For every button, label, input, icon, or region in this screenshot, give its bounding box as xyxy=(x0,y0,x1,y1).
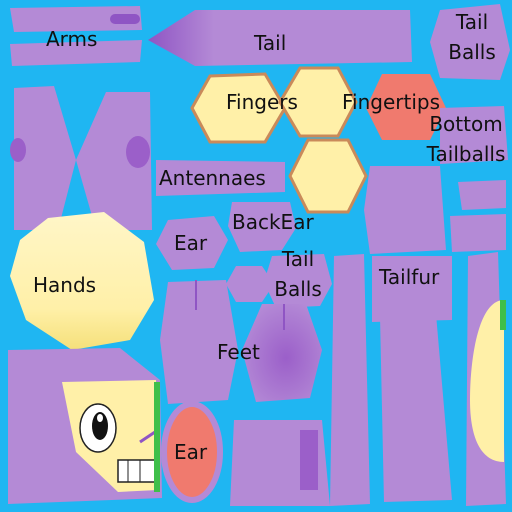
label-tail-balls-top: Tail Balls xyxy=(442,10,502,64)
tailfur-patch xyxy=(372,256,452,322)
label-antennaes: Antennaes xyxy=(159,166,266,190)
eye-shine xyxy=(97,414,103,422)
fingers-hex-1 xyxy=(190,72,287,144)
ear-upper-patch xyxy=(156,216,228,270)
arms-patch-2 xyxy=(10,40,142,66)
right-piece-2 xyxy=(458,180,506,210)
label-fingers: Fingers xyxy=(226,90,298,114)
label-tail-balls-top-line2: Balls xyxy=(448,40,496,64)
arms-shade xyxy=(110,14,140,24)
left-arm-shade xyxy=(10,138,26,162)
label-tail-balls-mid: Tail Balls xyxy=(272,247,324,301)
hands-patch xyxy=(10,212,154,350)
tail-strip-2 xyxy=(380,314,452,502)
left-arm-shade-2 xyxy=(126,136,150,168)
right-piece-1 xyxy=(364,166,446,254)
arms-patch xyxy=(10,6,142,32)
feet-right-patch xyxy=(242,304,322,402)
fingertips-hex xyxy=(366,74,446,140)
bottom-block-shade xyxy=(300,430,318,490)
tail-balls-mid-patch xyxy=(264,254,332,308)
label-bottom-tailballs: Bottom Tailballs xyxy=(424,112,508,166)
head-green-edge xyxy=(154,382,160,492)
backear-patch xyxy=(228,202,296,252)
mouth-teeth xyxy=(117,459,157,483)
eye-pupil xyxy=(92,412,108,440)
tail-patch xyxy=(148,10,412,66)
label-ear-lower: Ear xyxy=(174,440,208,464)
label-tailfur: Tailfur xyxy=(379,265,440,289)
label-hands: Hands xyxy=(33,273,97,297)
right-piece-3 xyxy=(450,214,506,252)
small-hex-patch xyxy=(226,266,274,302)
fingers-hex-2 xyxy=(278,66,358,138)
label-feet: Feet xyxy=(217,340,260,364)
feet-left-patch xyxy=(160,280,238,404)
tail-strip-1 xyxy=(330,254,370,506)
ear-lower-patch xyxy=(161,401,223,503)
label-fingertips: Fingertips xyxy=(342,90,441,114)
label-ear-upper: Ear xyxy=(174,231,208,255)
bottom-tailballs-patch xyxy=(440,106,508,164)
label-backear: BackEar xyxy=(232,210,314,234)
label-tail-balls-top-line1: Tail xyxy=(455,10,489,34)
label-bottom-tailballs-line1: Bottom xyxy=(429,112,503,136)
tail-strip-green xyxy=(500,300,506,330)
label-tail: Tail xyxy=(254,31,287,55)
label-tail-balls-mid-line2: Balls xyxy=(274,277,322,301)
antennaes-patch xyxy=(156,160,285,196)
label-tail-balls-mid-line1: Tail xyxy=(281,247,315,271)
left-arm-piece-2 xyxy=(76,92,152,230)
tail-strip-cream xyxy=(470,300,504,462)
left-arm-piece-1 xyxy=(14,86,76,230)
fingers-hex-3 xyxy=(288,138,368,214)
tail-balls-top-patch xyxy=(430,4,510,80)
label-bottom-tailballs-line2: Tailballs xyxy=(426,142,506,166)
label-arms: Arms xyxy=(46,27,98,51)
